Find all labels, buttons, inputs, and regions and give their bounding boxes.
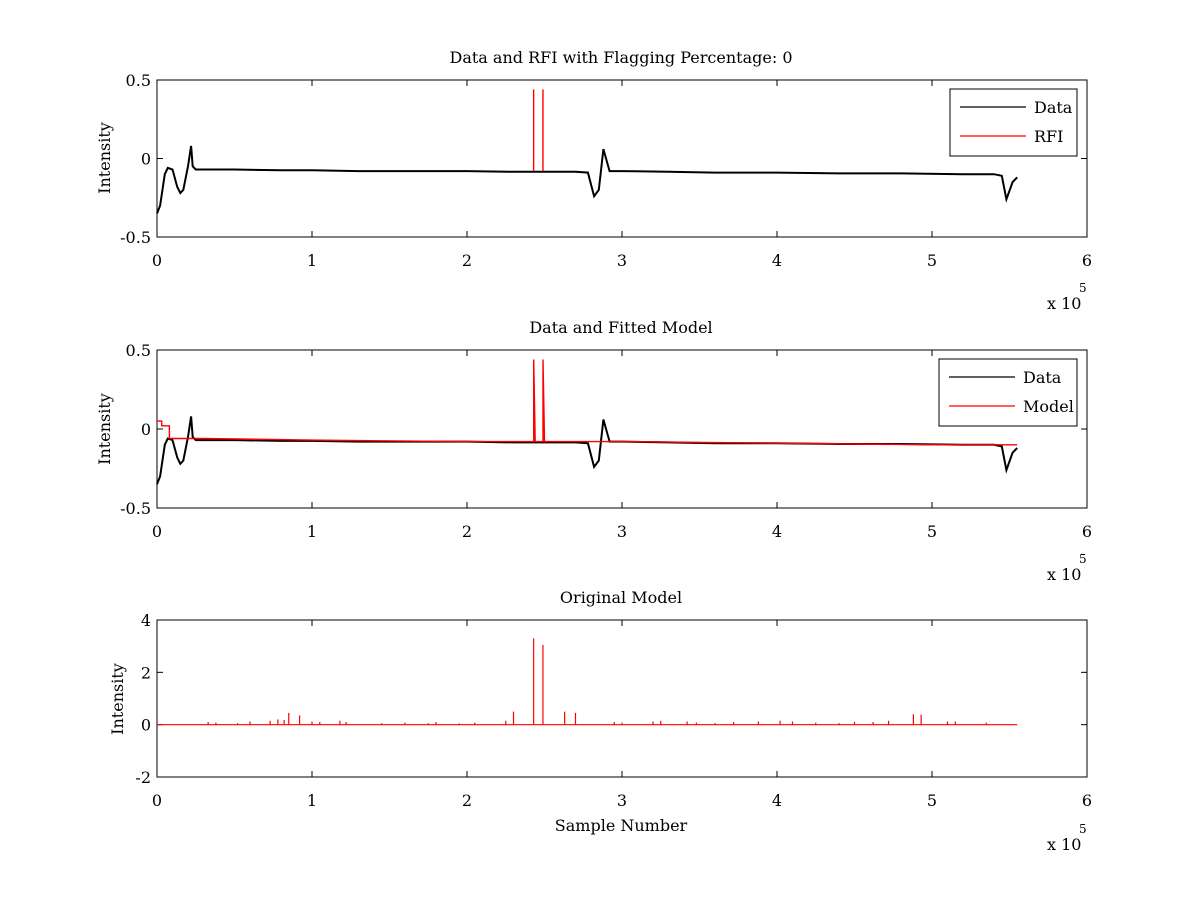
y-tick-label: 0 (141, 150, 151, 169)
y-axis-label: Intensity (95, 122, 114, 194)
x-tick-label: 2 (462, 522, 472, 541)
legend-box (938, 358, 1078, 427)
legend-label-rfi: RFI (1034, 127, 1063, 146)
x-tick-label: 1 (307, 522, 317, 541)
rfi-series-line (532, 89, 544, 172)
x-tick-label: 5 (927, 251, 937, 270)
x-multiplier-exponent: 5 (1079, 281, 1087, 295)
chart-title: Data and RFI with Flagging Percentage: 0 (449, 48, 792, 67)
x-axis-label: Sample Number (555, 816, 688, 835)
panel-fitted-model: Data and Fitted Model Intensity x 10 5 0… (95, 318, 1092, 584)
panel-rfi-flagging: Data and RFI with Flagging Percentage: 0… (95, 48, 1092, 313)
x-tick-label: 3 (617, 791, 627, 810)
x-tick-label: 3 (617, 522, 627, 541)
x-multiplier-exponent: 5 (1079, 822, 1087, 836)
x-tick-label: 6 (1082, 251, 1092, 270)
x-multiplier-base: x 10 (1047, 835, 1081, 854)
x-tick-label: 5 (927, 791, 937, 810)
model-series-line (157, 359, 1018, 446)
legend-label-data: Data (1034, 98, 1073, 117)
x-tick-label: 0 (152, 791, 162, 810)
legend-label-data: Data (1023, 368, 1062, 387)
x-tick-label: 2 (462, 791, 472, 810)
legend-label-model: Model (1023, 397, 1074, 416)
y-tick-label: -0.5 (120, 228, 151, 247)
y-tick-label: 0.5 (126, 341, 151, 360)
y-tick-label: 0 (141, 420, 151, 439)
x-multiplier-base: x 10 (1047, 294, 1081, 313)
model-series-line (157, 638, 1018, 726)
x-tick-label: 0 (152, 251, 162, 270)
panel-original-model: Original Model Intensity Sample Number x… (108, 588, 1092, 854)
x-tick-label: 2 (462, 251, 472, 270)
x-tick-label: 6 (1082, 791, 1092, 810)
y-tick-label: 4 (141, 611, 151, 630)
y-tick-label: 0 (141, 716, 151, 735)
data-series-line (156, 145, 1018, 214)
y-axis-label: Intensity (95, 393, 114, 465)
x-tick-label: 0 (152, 522, 162, 541)
chart-title: Data and Fitted Model (529, 318, 712, 337)
x-tick-label: 1 (307, 791, 317, 810)
x-tick-label: 4 (772, 791, 782, 810)
x-tick-label: 6 (1082, 522, 1092, 541)
chart-title: Original Model (560, 588, 682, 607)
x-multiplier-exponent: 5 (1079, 552, 1087, 566)
y-tick-label: -0.5 (120, 499, 151, 518)
legend-box (949, 88, 1078, 157)
y-axis-label: Intensity (108, 663, 127, 735)
x-tick-label: 4 (772, 522, 782, 541)
y-tick-label: 0.5 (126, 71, 151, 90)
y-tick-label: -2 (135, 768, 151, 787)
x-tick-label: 5 (927, 522, 937, 541)
x-tick-label: 3 (617, 251, 627, 270)
x-multiplier-base: x 10 (1047, 565, 1081, 584)
x-tick-label: 4 (772, 251, 782, 270)
x-tick-label: 1 (307, 251, 317, 270)
y-tick-label: 2 (141, 663, 151, 682)
